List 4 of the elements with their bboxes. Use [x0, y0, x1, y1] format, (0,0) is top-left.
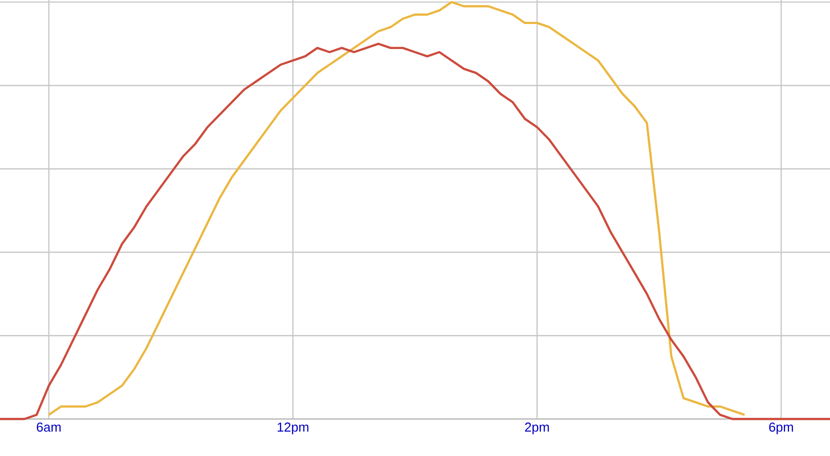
x-tick-label: 6am	[36, 422, 61, 432]
x-tick-label: 12pm	[278, 422, 308, 434]
x-tick-label: 6pm	[769, 422, 793, 434]
x-tick-label: 2pm	[525, 422, 549, 434]
